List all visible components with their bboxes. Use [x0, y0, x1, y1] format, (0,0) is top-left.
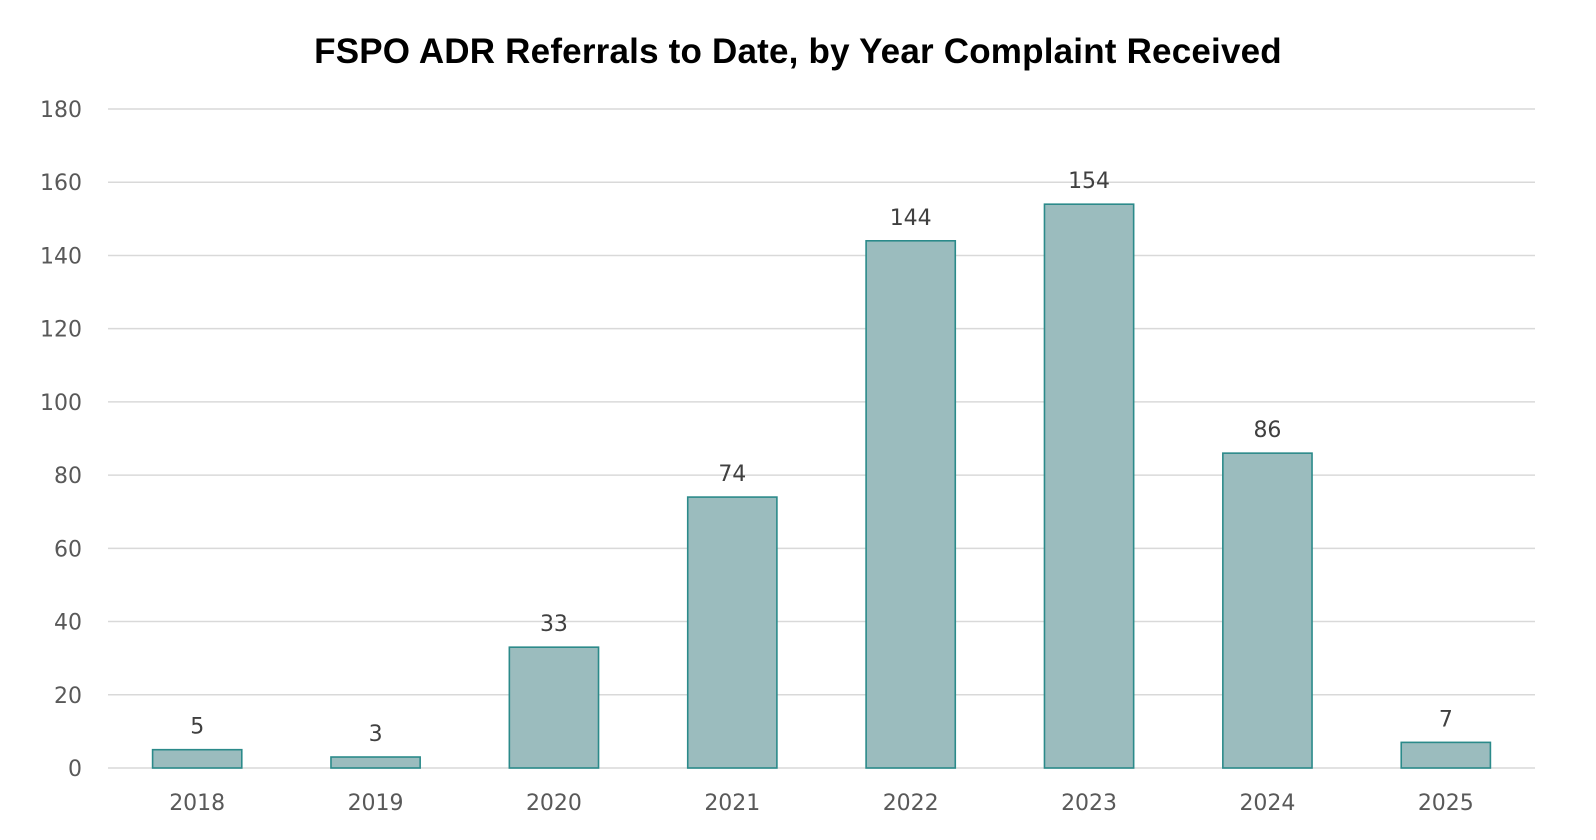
data-label-2021: 74 — [718, 462, 746, 487]
bar-2019 — [330, 756, 421, 769]
x-tick-label: 2023 — [1061, 791, 1117, 816]
bar-2022 — [865, 240, 957, 769]
x-tick-label: 2021 — [704, 791, 760, 816]
data-label-2020: 33 — [540, 612, 568, 637]
y-tick-label: 120 — [40, 318, 82, 343]
x-tick-label: 2024 — [1239, 791, 1295, 816]
y-tick-label: 80 — [54, 464, 82, 489]
data-label-2023: 154 — [1068, 169, 1110, 194]
bar-2021 — [686, 496, 778, 769]
bar-2020 — [508, 646, 600, 769]
x-tick-label: 2019 — [348, 791, 404, 816]
y-tick-label: 100 — [40, 391, 82, 416]
gridlines — [108, 108, 1535, 769]
y-tick-label: 0 — [68, 757, 82, 782]
data-label-2025: 7 — [1439, 707, 1453, 732]
x-tick-label: 2020 — [526, 791, 582, 816]
x-tick-label: 2025 — [1418, 791, 1474, 816]
data-label-2024: 86 — [1253, 418, 1281, 443]
bar-2025 — [1400, 741, 1492, 769]
bar-2024 — [1222, 452, 1313, 769]
y-tick-label: 40 — [54, 611, 82, 636]
y-tick-label: 140 — [40, 244, 82, 269]
data-label-2018: 5 — [190, 715, 204, 740]
y-tick-label: 60 — [54, 537, 82, 562]
x-tick-label: 2018 — [169, 791, 225, 816]
x-axis: 2018 2019 2020 2021 2022 2023 2024 2025 — [169, 791, 1474, 816]
y-axis: 0 20 40 60 80 100 120 140 160 180 — [40, 98, 82, 782]
data-label-2022: 144 — [890, 206, 932, 231]
bar-2018 — [151, 748, 243, 769]
y-tick-label: 160 — [40, 171, 82, 196]
data-label-2019: 3 — [369, 722, 383, 747]
y-tick-label: 180 — [40, 98, 82, 123]
chart-title: FSPO ADR Referrals to Date, by Year Comp… — [314, 32, 1282, 71]
x-tick-label: 2022 — [883, 791, 939, 816]
bar-2023 — [1043, 203, 1135, 769]
y-tick-label: 20 — [54, 684, 82, 709]
